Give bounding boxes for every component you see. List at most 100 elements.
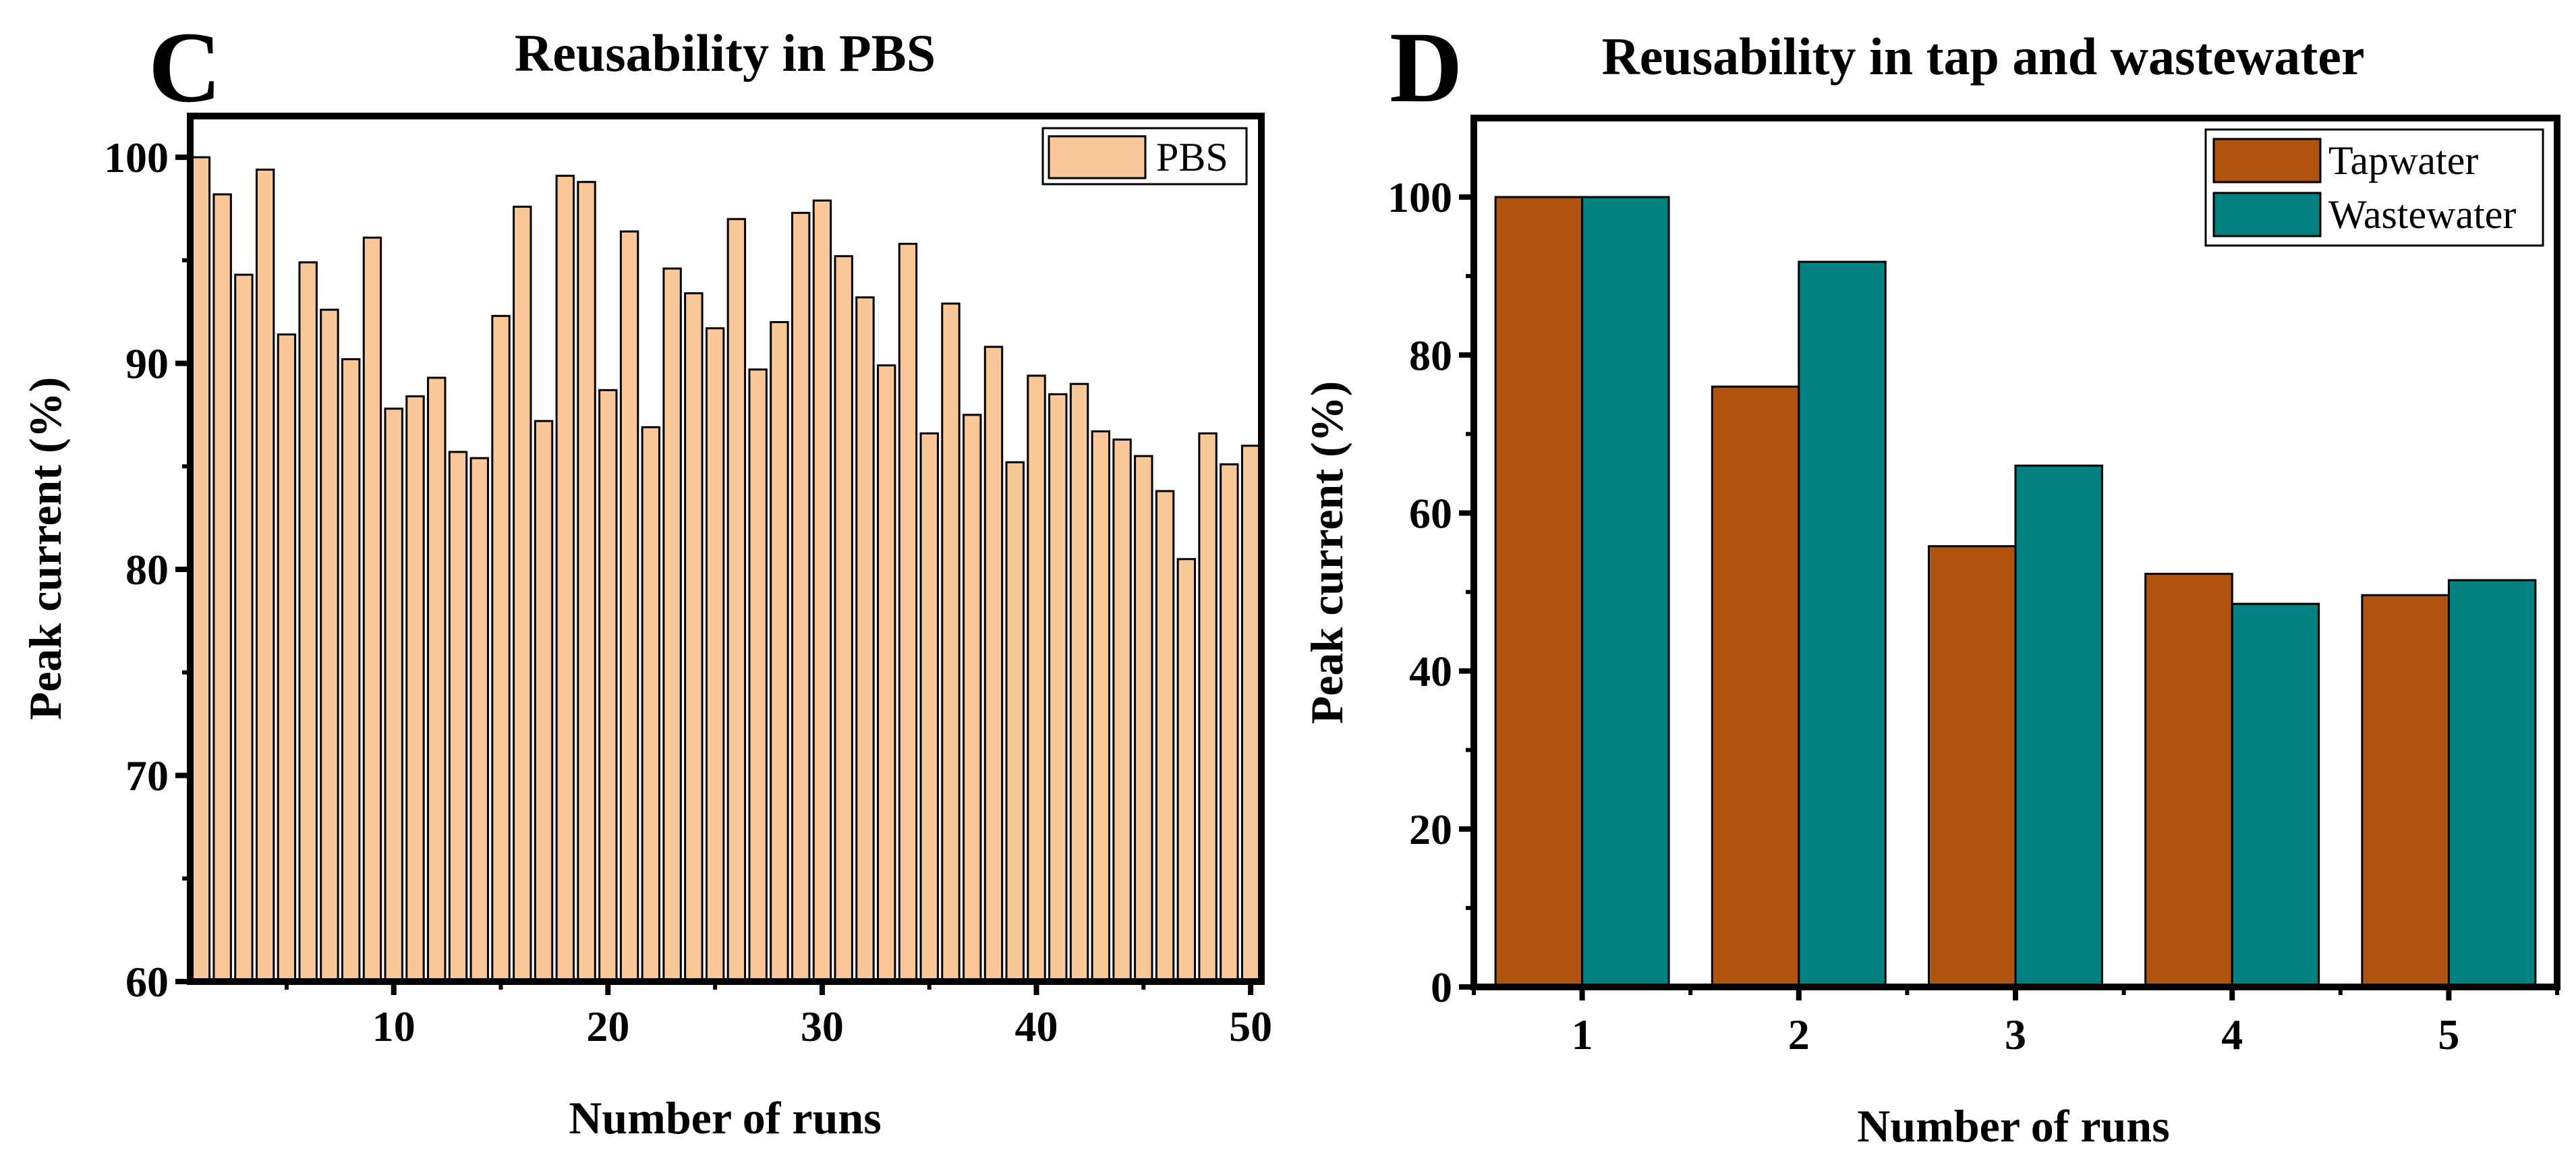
legend-swatch-wastewater: [2212, 192, 2322, 237]
bar-pbs-run-37: [963, 414, 982, 983]
bar-tapwater-run-3: [1928, 545, 2017, 988]
y-tick-label: 0: [1431, 963, 1452, 1011]
panel-c-x-axis-title: Number of runs: [569, 1092, 881, 1143]
legend-label-wastewater: Wastewater: [2328, 192, 2516, 237]
x-tick-label: 1: [1572, 1011, 1593, 1058]
x-tick-label: 5: [2438, 1011, 2459, 1058]
bar-pbs-run-16: [513, 205, 532, 983]
panel-c-legend: PBS: [1041, 127, 1248, 186]
bar-wastewater-run-1: [1581, 196, 1670, 988]
y-tick-label: 60: [125, 958, 169, 1006]
panel-d-y-axis-title: Peak current (%): [1301, 381, 1352, 725]
x-tick-label: 4: [2221, 1011, 2243, 1058]
bar-pbs-run-18: [555, 175, 575, 983]
x-tick-label: 40: [1015, 1002, 1058, 1050]
panel-d-bars: [1494, 196, 2537, 988]
bar-pbs-run-43: [1091, 430, 1111, 983]
y-tick-label: 90: [125, 340, 169, 388]
bar-pbs-run-21: [619, 230, 639, 983]
bar-pbs-run-22: [641, 426, 661, 983]
bar-pbs-run-36: [941, 302, 961, 983]
panel-c-axes-frame: [187, 113, 1265, 985]
panel-c-x-ticks: 10 20 30 40 50: [284, 982, 1272, 1050]
panel-c-y-ticks: 60 70 80 90 100: [104, 134, 190, 1006]
panel-d-chart: D Reusability in tap and wastewater 0 20 4…: [1301, 11, 2560, 1152]
legend-swatch-tapwater: [2212, 138, 2322, 183]
x-tick-label: 20: [586, 1002, 629, 1050]
panel-c-chart: C Reusability in PBS 60 70 80 90 100 10 20 30 4…: [20, 11, 1272, 1143]
bar-pbs-run-24: [684, 292, 704, 983]
legend-swatch-pbs: [1048, 135, 1147, 179]
bar-tapwater-run-2: [1711, 385, 1800, 988]
bar-pbs-run-42: [1069, 383, 1089, 983]
y-tick-label: 100: [1387, 173, 1452, 221]
bar-pbs-run-29: [791, 212, 811, 983]
bar-pbs-run-31: [834, 255, 853, 983]
bar-wastewater-run-4: [2231, 602, 2320, 988]
y-tick-label: 80: [125, 546, 169, 594]
x-tick-label: 10: [372, 1002, 416, 1050]
panel-c-title: Reusability in PBS: [515, 24, 936, 82]
bar-pbs-run-32: [855, 296, 875, 983]
bar-pbs-run-5: [277, 333, 297, 983]
bar-pbs-run-26: [726, 218, 747, 983]
bar-pbs-run-49: [1220, 463, 1239, 983]
panel-c-y-axis-title: Peak current (%): [20, 377, 71, 720]
panel-d-legend: Tapwater Wastewater: [2204, 128, 2544, 247]
bar-wastewater-run-3: [2014, 464, 2103, 988]
bar-pbs-run-1: [191, 156, 211, 983]
bar-pbs-run-20: [598, 389, 618, 983]
bar-pbs-run-35: [919, 432, 939, 983]
panel-c-letter: C: [148, 11, 221, 123]
bar-pbs-run-38: [983, 345, 1004, 983]
bar-pbs-run-10: [384, 407, 403, 983]
panel-d-x-axis-title: Number of runs: [1857, 1100, 2169, 1152]
bar-pbs-run-47: [1176, 558, 1197, 983]
bar-pbs-run-4: [255, 168, 275, 983]
bar-pbs-run-40: [1027, 374, 1046, 983]
y-tick-label: 40: [1409, 648, 1452, 696]
panel-d-title: Reusability in tap and wastewater: [1601, 27, 2364, 86]
bar-pbs-run-23: [662, 267, 682, 983]
bar-pbs-run-14: [469, 457, 489, 983]
bar-pbs-run-25: [705, 327, 725, 983]
bar-pbs-run-39: [1005, 461, 1025, 983]
x-tick-label: 3: [2005, 1011, 2026, 1058]
bar-pbs-run-2: [212, 193, 232, 983]
panel-d-x-ticks: 1 2 3 4 5: [1472, 987, 2559, 1058]
bar-pbs-run-27: [748, 368, 768, 983]
legend-label-pbs: PBS: [1156, 135, 1228, 179]
bar-pbs-run-44: [1112, 438, 1132, 983]
bar-pbs-run-19: [577, 181, 596, 983]
bar-tapwater-run-5: [2361, 594, 2450, 988]
bar-pbs-run-45: [1134, 455, 1153, 983]
y-tick-label: 60: [1409, 489, 1452, 537]
bar-pbs-run-9: [362, 236, 382, 983]
bar-pbs-run-17: [534, 420, 554, 983]
bar-pbs-run-46: [1155, 490, 1175, 983]
legend-label-tapwater: Tapwater: [2328, 138, 2478, 183]
bar-wastewater-run-2: [1798, 260, 1887, 988]
panel-d-letter: D: [1390, 11, 1462, 123]
bar-tapwater-run-1: [1494, 196, 1584, 988]
y-tick-label: 20: [1409, 805, 1452, 853]
bar-pbs-run-11: [405, 395, 425, 983]
panel-d-y-ticks: 0 20 40 60 80 100: [1387, 173, 1474, 1011]
bar-pbs-run-15: [491, 314, 511, 983]
bar-pbs-run-30: [812, 199, 832, 983]
y-tick-label: 70: [125, 752, 169, 800]
bar-pbs-run-41: [1048, 393, 1068, 983]
bar-pbs-run-13: [448, 451, 468, 983]
bar-pbs-run-48: [1198, 432, 1218, 983]
y-tick-label: 100: [104, 134, 169, 181]
bar-pbs-run-8: [341, 358, 361, 983]
x-tick-label: 50: [1229, 1002, 1272, 1050]
bar-wastewater-run-5: [2447, 579, 2537, 988]
bar-pbs-run-28: [770, 320, 789, 983]
bar-pbs-run-50: [1240, 445, 1261, 983]
bar-tapwater-run-4: [2144, 573, 2233, 988]
panel-c-bars: [191, 156, 1261, 983]
x-tick-label: 2: [1788, 1011, 1810, 1058]
x-tick-label: 30: [801, 1002, 844, 1050]
